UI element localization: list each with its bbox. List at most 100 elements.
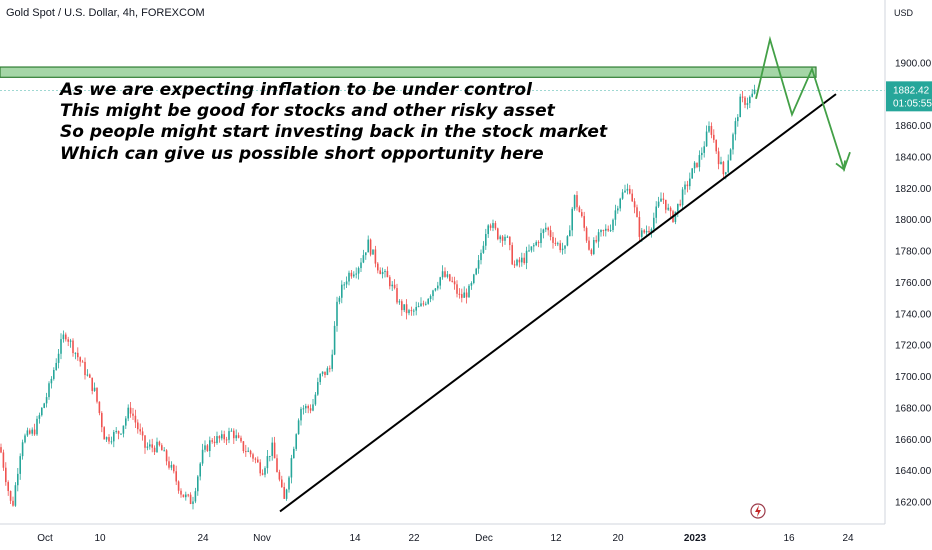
candle-body	[705, 131, 708, 147]
candle-body	[713, 134, 715, 140]
price-tick-label: 1720.00	[895, 341, 932, 352]
candle-body	[701, 152, 703, 156]
candle-body	[127, 407, 129, 419]
price-tick-label: 1820.00	[895, 184, 932, 195]
candle-body	[362, 255, 365, 263]
candle-body	[19, 456, 21, 474]
candle-body	[305, 406, 307, 409]
candle-body	[475, 268, 477, 275]
candle-body	[518, 259, 521, 263]
candle-body	[129, 407, 132, 414]
candle-body	[753, 89, 756, 94]
annotation-line-3: So people might start investing back in …	[60, 122, 608, 142]
candle-body	[101, 413, 103, 428]
candle-body	[698, 155, 701, 168]
candle-body	[629, 188, 631, 194]
candle-body	[588, 240, 590, 250]
candle-body	[732, 134, 734, 150]
candle-body	[300, 408, 302, 421]
candle-body	[115, 431, 117, 433]
price-tick-label: 1660.00	[895, 435, 932, 446]
candle-body	[317, 382, 319, 395]
candle-body	[746, 103, 749, 105]
candle-body	[213, 441, 216, 444]
price-tick-label: 1620.00	[895, 498, 932, 509]
candle-body	[355, 273, 357, 275]
candle-body	[540, 233, 542, 244]
candle-body	[751, 93, 753, 97]
candle-body	[201, 449, 204, 464]
annotation-line-2: This might be good for stocks and other …	[60, 101, 556, 121]
candle-body	[17, 473, 19, 486]
time-axis[interactable]: Oct 10 24 Nov 14 22 Dec 12 20 2023 16 24	[37, 533, 854, 544]
candle-body	[674, 211, 677, 222]
candle-body	[516, 259, 518, 266]
candle-body	[110, 441, 113, 443]
candle-body	[365, 252, 367, 256]
candle-body	[465, 292, 468, 298]
candle-body	[691, 168, 693, 179]
annotation-text[interactable]: As we are expecting inflation to be unde…	[58, 80, 608, 164]
candle-body	[209, 440, 211, 452]
candle-body	[165, 450, 168, 462]
candle-body	[345, 281, 348, 285]
candle-body	[420, 303, 422, 307]
candle-body	[648, 230, 650, 233]
price-tick-label: 1760.00	[895, 278, 932, 289]
candle-body	[417, 306, 420, 308]
candle-body	[307, 406, 309, 409]
candle-body	[693, 162, 696, 169]
price-axis[interactable]: 1620.00 1640.00 1660.00 1680.00 1700.00 1720.…	[895, 58, 932, 508]
price-tick-label: 1680.00	[895, 403, 932, 414]
candle-body	[703, 146, 705, 153]
candle-body	[29, 430, 31, 434]
candle-body	[602, 229, 605, 231]
candle-body	[655, 206, 657, 218]
candle-body	[264, 468, 266, 475]
candle-body	[609, 229, 612, 231]
alert-icon[interactable]	[750, 503, 766, 519]
candle-body	[125, 418, 127, 426]
candle-body	[281, 479, 283, 488]
candle-body	[653, 217, 655, 230]
candle-body	[2, 452, 5, 468]
candle-body	[360, 262, 362, 269]
candle-body	[218, 436, 221, 439]
candle-body	[600, 229, 602, 233]
candle-body	[458, 293, 461, 295]
candle-body	[7, 482, 9, 491]
candle-body	[113, 432, 115, 442]
candle-body	[535, 242, 537, 246]
candle-body	[24, 435, 26, 443]
candle-body	[497, 228, 499, 240]
candle-body	[204, 445, 206, 450]
candle-body	[715, 139, 717, 152]
last-price-value: 1882.42	[893, 85, 930, 96]
candle-body	[341, 284, 343, 298]
candle-body	[321, 371, 324, 374]
candle-body	[367, 239, 369, 253]
candle-body	[569, 230, 571, 237]
last-price-tag-bg	[886, 81, 932, 112]
candle-body	[561, 248, 564, 251]
candle-body	[259, 462, 261, 474]
candle-body	[156, 441, 158, 453]
candle-body	[410, 310, 413, 312]
candle-body	[405, 304, 408, 314]
candle-body	[182, 494, 185, 498]
candle-body	[528, 250, 530, 252]
candle-body	[492, 223, 494, 228]
time-tick-label: 10	[94, 533, 106, 544]
candle-body	[662, 198, 665, 200]
candle-body	[461, 294, 463, 298]
candle-body	[542, 229, 545, 234]
candle-body	[211, 440, 213, 442]
candle-body	[384, 270, 386, 273]
candle-body	[357, 268, 360, 274]
candle-body	[571, 208, 573, 231]
candle-body	[139, 429, 141, 432]
candle-body	[350, 272, 353, 277]
time-tick-label: 14	[349, 533, 361, 544]
candle-body	[62, 334, 65, 340]
